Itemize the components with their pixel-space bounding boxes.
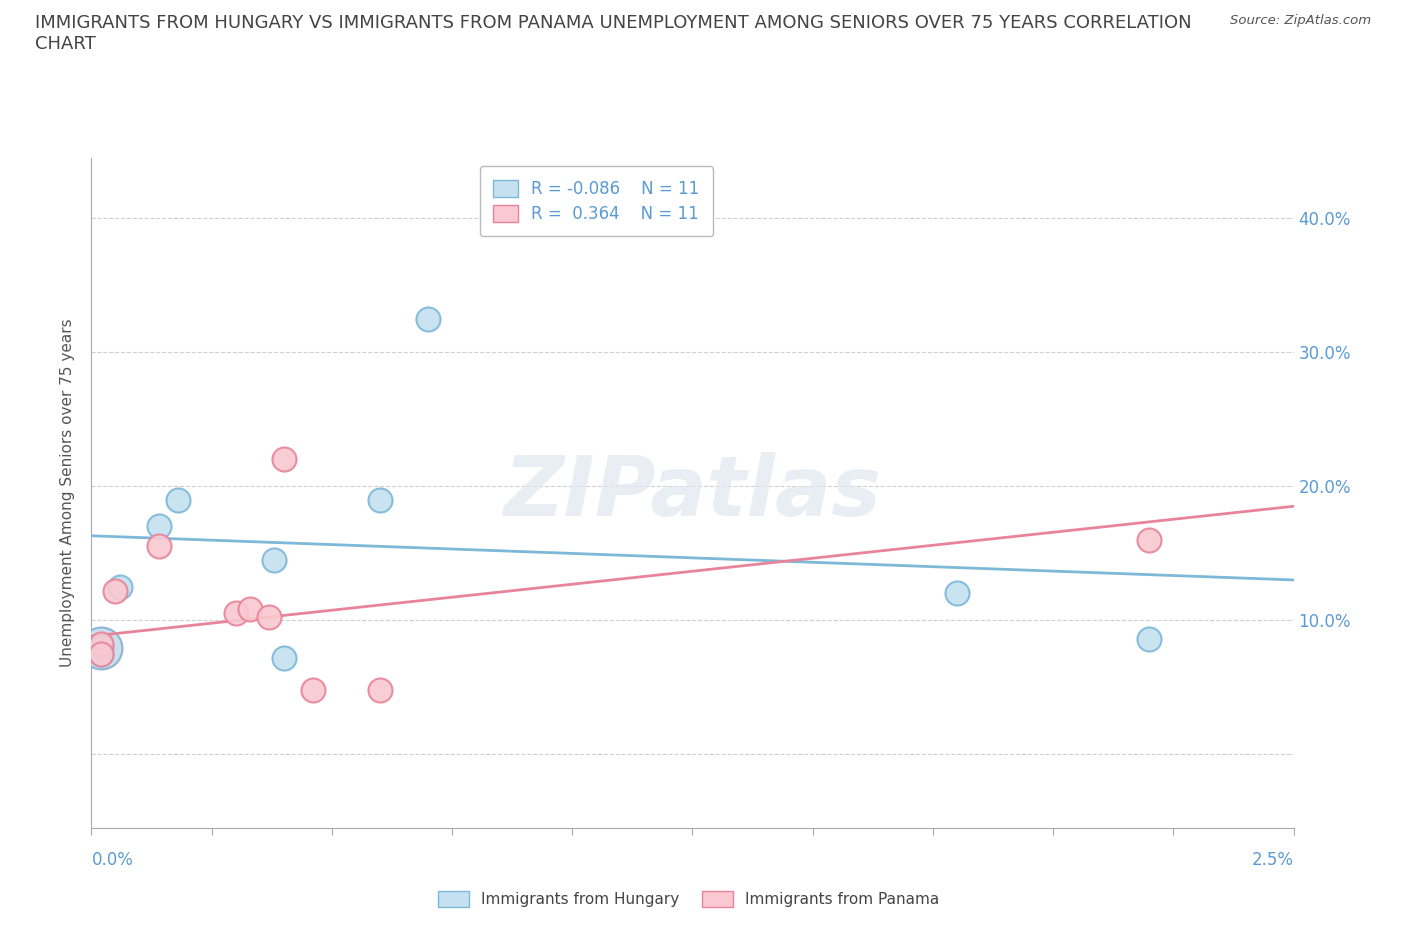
Point [90,641,112,656]
Point [946,586,969,601]
Point [273,650,295,665]
Legend: R = -0.086    N = 11, R =  0.364    N = 11: R = -0.086 N = 11, R = 0.364 N = 11 [479,166,713,236]
Point [90,646,112,661]
Point [90,640,112,655]
Y-axis label: Unemployment Among Seniors over 75 years: Unemployment Among Seniors over 75 years [60,319,76,667]
Point [225,606,247,621]
Point [259,610,281,625]
Point [263,552,285,567]
Point [167,492,190,507]
Point [90,637,112,652]
Point [110,579,132,594]
Legend: Immigrants from Hungary, Immigrants from Panama: Immigrants from Hungary, Immigrants from… [432,884,946,913]
Point [90,646,112,661]
Point [368,683,391,698]
Point [148,519,170,534]
Point [1137,532,1160,547]
Point [90,641,112,656]
Point [301,683,323,698]
Text: IMMIGRANTS FROM HUNGARY VS IMMIGRANTS FROM PANAMA UNEMPLOYMENT AMONG SENIORS OVE: IMMIGRANTS FROM HUNGARY VS IMMIGRANTS FR… [35,14,1192,53]
Text: 0.0%: 0.0% [91,851,134,869]
Text: Source: ZipAtlas.com: Source: ZipAtlas.com [1230,14,1371,27]
Point [239,602,262,617]
Point [416,312,439,326]
Point [273,452,295,467]
Point [104,583,127,598]
Point [1137,631,1160,646]
Point [148,539,170,554]
Point [368,492,391,507]
Text: 2.5%: 2.5% [1251,851,1294,869]
Text: ZIPatlas: ZIPatlas [503,452,882,534]
